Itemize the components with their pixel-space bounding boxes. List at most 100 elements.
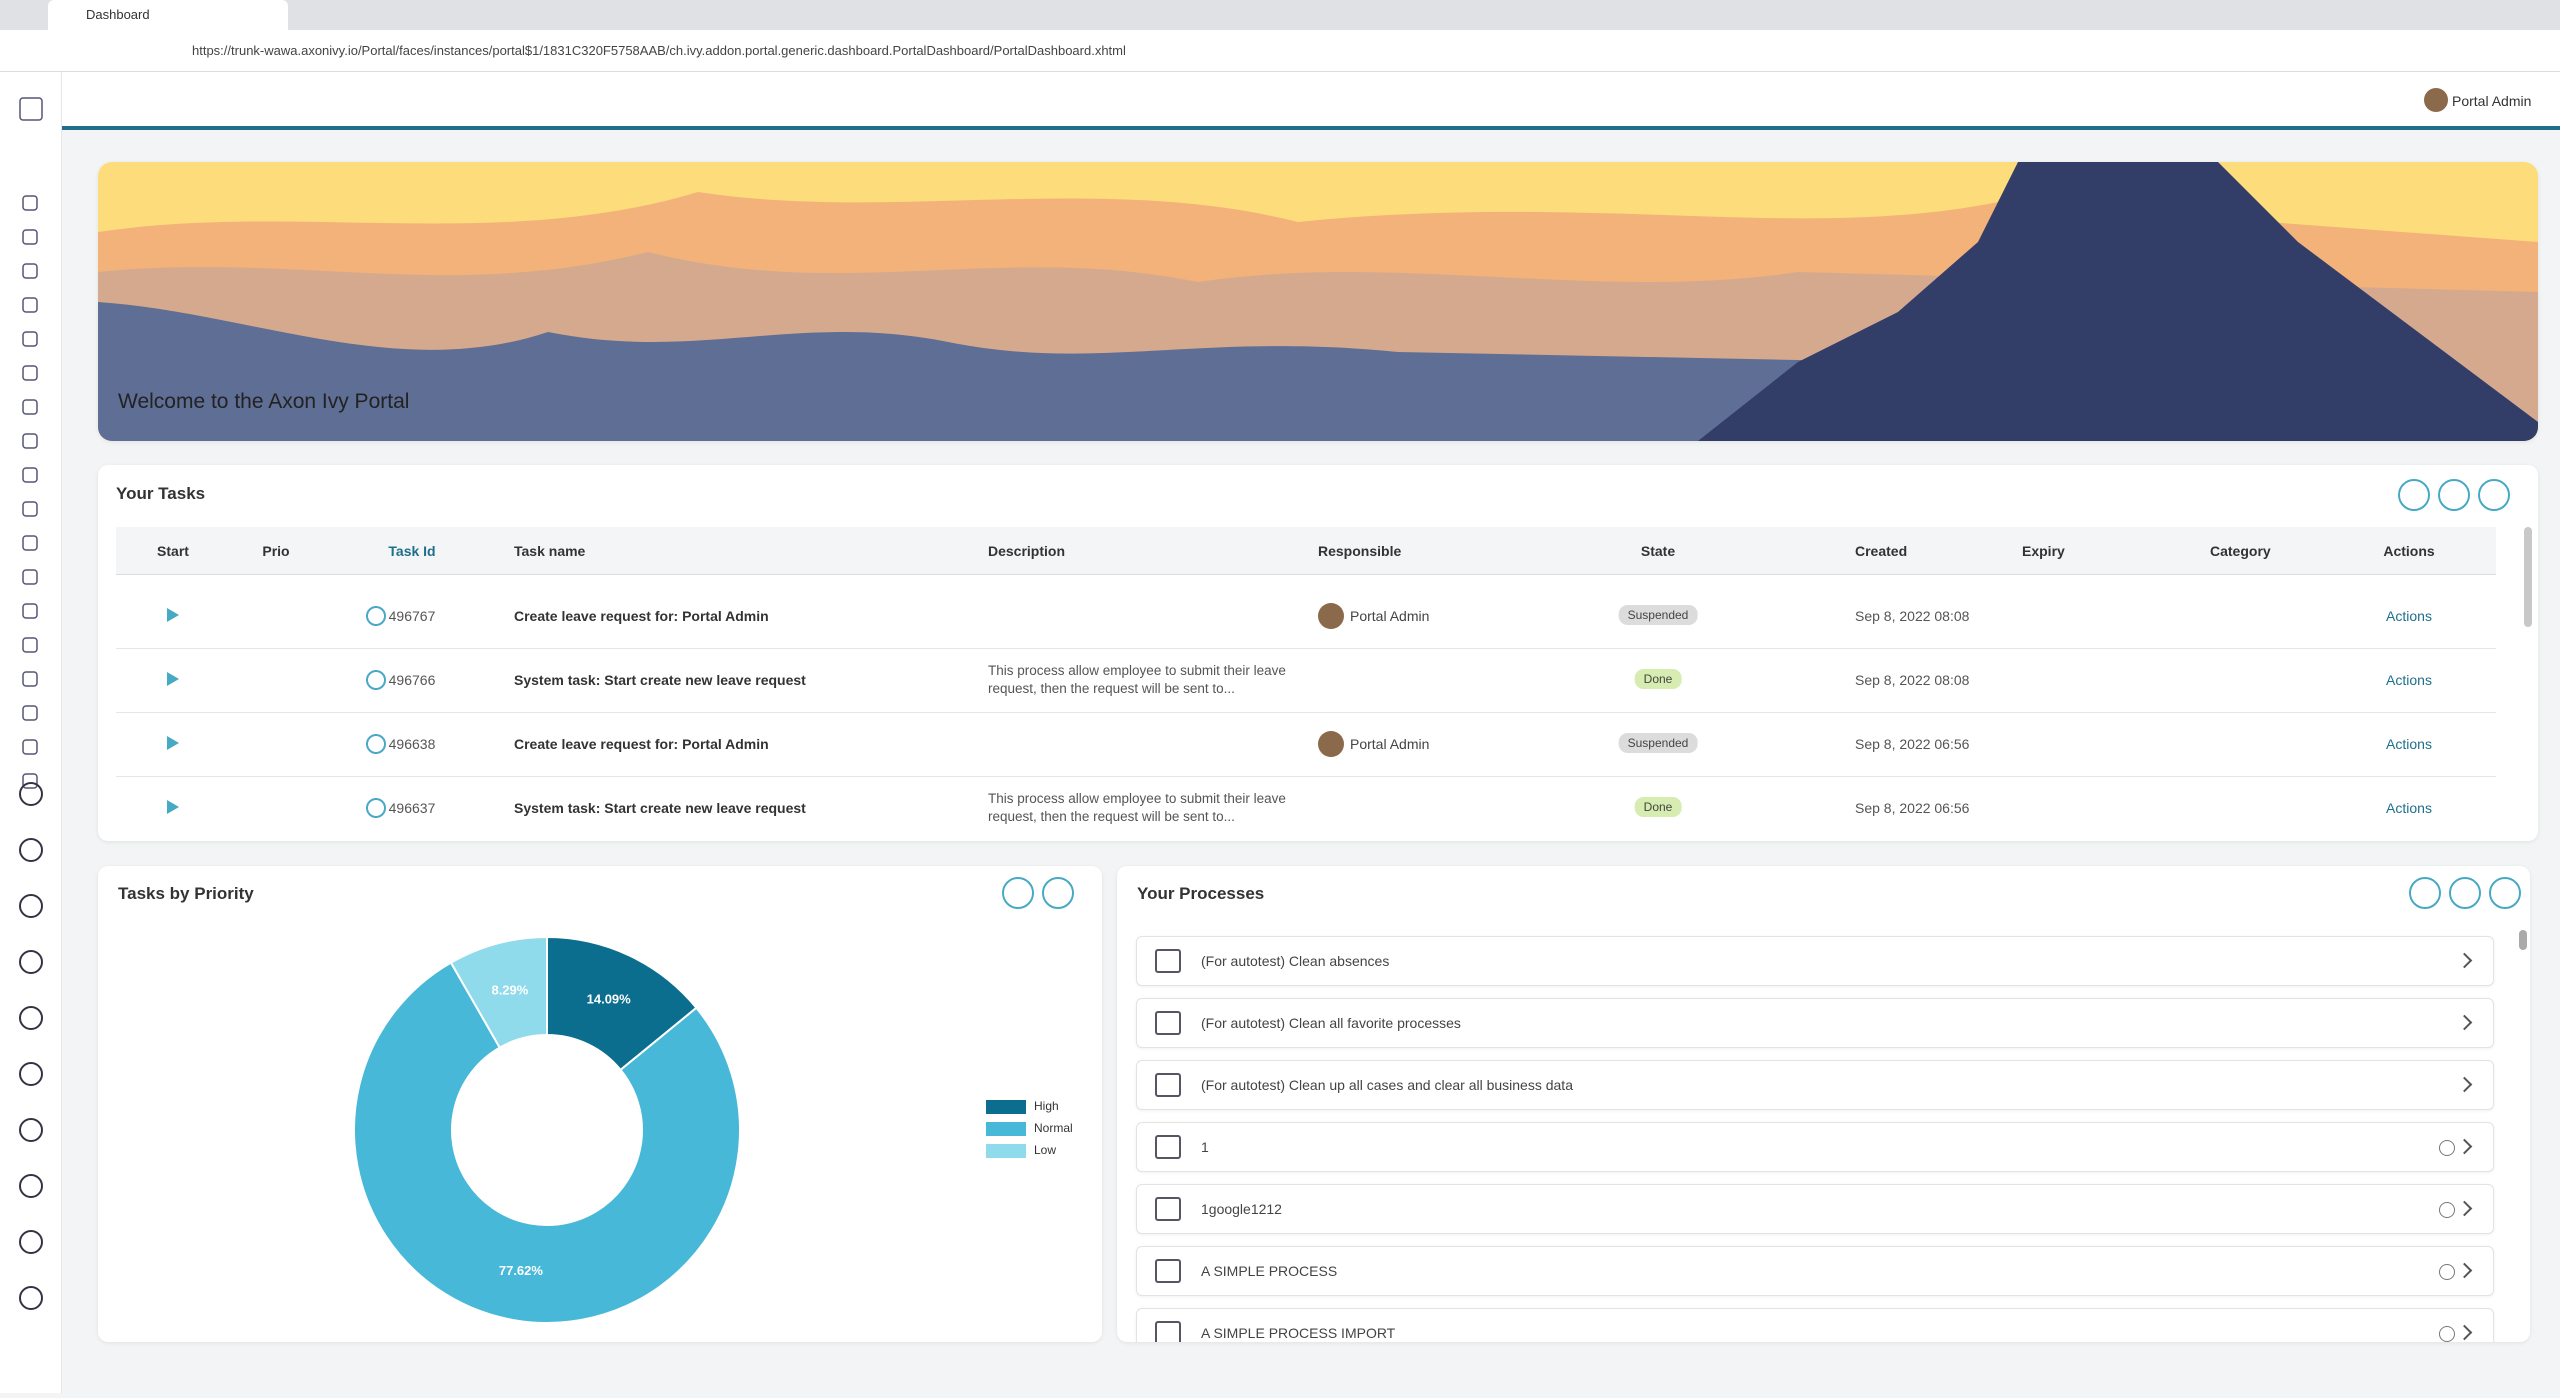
nav-icon[interactable] (22, 501, 38, 517)
start-button[interactable] (167, 736, 179, 750)
actions-button[interactable]: Actions (2386, 672, 2432, 688)
expand-button[interactable] (1042, 877, 1074, 909)
actions-button[interactable]: Actions (2386, 800, 2432, 816)
nav-icon[interactable] (22, 705, 38, 721)
nav-icon[interactable] (22, 739, 38, 755)
nav-icon[interactable] (19, 782, 43, 806)
filter-button[interactable] (2409, 877, 2441, 909)
info-icon[interactable] (2439, 1326, 2455, 1342)
nav-icon[interactable] (22, 535, 38, 551)
process-item[interactable]: 1google1212 (1136, 1184, 2494, 1234)
legend-swatch (986, 1122, 1026, 1136)
process-item[interactable]: A SIMPLE PROCESS (1136, 1246, 2494, 1296)
scrollbar (2524, 527, 2532, 627)
expand-button[interactable] (2478, 479, 2510, 511)
info-icon[interactable] (2439, 1264, 2455, 1280)
avatar[interactable] (2424, 88, 2448, 112)
nav-icon[interactable] (22, 297, 38, 313)
process-name: (For autotest) Clean all favorite proces… (1201, 1015, 1461, 1031)
nav-icon[interactable] (22, 467, 38, 483)
process-icon (1155, 1073, 1181, 1097)
nav-icon[interactable] (22, 331, 38, 347)
nav-icon[interactable] (19, 1286, 43, 1310)
slice-label: 77.62% (499, 1263, 544, 1278)
nav-icon[interactable] (22, 195, 38, 211)
nav-icon[interactable] (22, 433, 38, 449)
nav-icon[interactable] (19, 894, 43, 918)
sidebar (0, 72, 62, 1393)
chevron (2456, 952, 2473, 969)
nav-icon[interactable] (19, 1174, 43, 1198)
info-icon[interactable] (2439, 1140, 2455, 1156)
created: Sep 8, 2022 08:08 (1855, 608, 1970, 624)
nav-icon[interactable] (22, 637, 38, 653)
tasks-widget: Your Tasks Start Prio Task Id Task name Desc… (98, 465, 2538, 841)
process-name: A SIMPLE PROCESS (1201, 1263, 1338, 1279)
actions-button[interactable]: Actions (2386, 608, 2432, 624)
user-name[interactable]: Portal Admin (2452, 93, 2532, 109)
donut-slice (449, 935, 548, 1049)
info-button[interactable] (1002, 877, 1034, 909)
column-header: Prio (262, 543, 290, 559)
tab[interactable]: Dashboard (48, 0, 288, 30)
donut-chart: 14.09% High 77.62% Normal 8.29% Low (353, 935, 1073, 1324)
created: Sep 8, 2022 08:08 (1855, 672, 1970, 688)
nav-icon[interactable] (19, 838, 43, 862)
column-header: Created (1855, 543, 1908, 559)
nav-icon[interactable] (22, 365, 38, 381)
start-button[interactable] (167, 608, 179, 622)
nav-icon[interactable] (19, 950, 43, 974)
task-description: This process allow employee to submit th… (988, 791, 1286, 824)
start-button[interactable] (167, 672, 179, 686)
responsible: Portal Admin (1350, 608, 1430, 624)
nav-icon[interactable] (22, 399, 38, 415)
donut-slice (353, 961, 741, 1324)
start-button[interactable] (167, 800, 179, 814)
row-divider (116, 776, 2496, 777)
nav-icon[interactable] (22, 229, 38, 245)
process-icon (1155, 1321, 1181, 1342)
filter-button[interactable] (2398, 479, 2430, 511)
created: Sep 8, 2022 06:56 (1855, 736, 1970, 752)
info-button[interactable] (2438, 479, 2470, 511)
process-name: A SIMPLE PROCESS IMPORT (1201, 1325, 1396, 1341)
address-bar: https://trunk-wawa.axonivy.io/Portal/fac… (0, 30, 2560, 72)
nav-icon[interactable] (22, 569, 38, 585)
process-item[interactable]: 1 (1136, 1122, 2494, 1172)
chevron (2456, 1014, 2473, 1031)
expand-button[interactable] (2489, 877, 2521, 909)
process-name: (For autotest) Clean absences (1201, 953, 1390, 969)
info-icon[interactable] (2439, 1202, 2455, 1218)
chevron (2456, 1324, 2473, 1341)
nav-icon[interactable] (22, 671, 38, 687)
legend-swatch (986, 1144, 1026, 1158)
column-header: Category (2210, 543, 2271, 559)
nav-icon[interactable] (19, 1062, 43, 1086)
nav-icon[interactable] (19, 97, 43, 121)
column-header: Start (157, 543, 189, 559)
process-icon (1155, 1135, 1181, 1159)
process-item[interactable]: (For autotest) Clean absences (1136, 936, 2494, 986)
process-item[interactable]: (For autotest) Clean all favorite proces… (1136, 998, 2494, 1048)
legend-label: High (1034, 1099, 1059, 1113)
nav-icon[interactable] (19, 1230, 43, 1254)
nav-icon[interactable] (19, 1006, 43, 1030)
nav-icon[interactable] (22, 263, 38, 279)
avatar (1318, 731, 1344, 757)
process-item[interactable]: (For autotest) Clean up all cases and cl… (1136, 1060, 2494, 1110)
process-item[interactable]: A SIMPLE PROCESS IMPORT (1136, 1308, 2494, 1342)
info-button[interactable] (2449, 877, 2481, 909)
nav-icon[interactable] (19, 1118, 43, 1142)
row-divider (116, 712, 2496, 713)
priority-icon (366, 670, 386, 690)
priority-icon (366, 798, 386, 818)
url[interactable]: https://trunk-wawa.axonivy.io/Portal/fac… (192, 43, 1126, 58)
task-name: Create leave request for: Portal Admin (514, 736, 769, 752)
process-icon (1155, 1197, 1181, 1221)
nav-icon[interactable] (22, 603, 38, 619)
column-header: State (1640, 543, 1676, 559)
process-icon (1155, 1259, 1181, 1283)
nav-icon[interactable] (22, 773, 38, 789)
actions-button[interactable]: Actions (2386, 736, 2432, 752)
